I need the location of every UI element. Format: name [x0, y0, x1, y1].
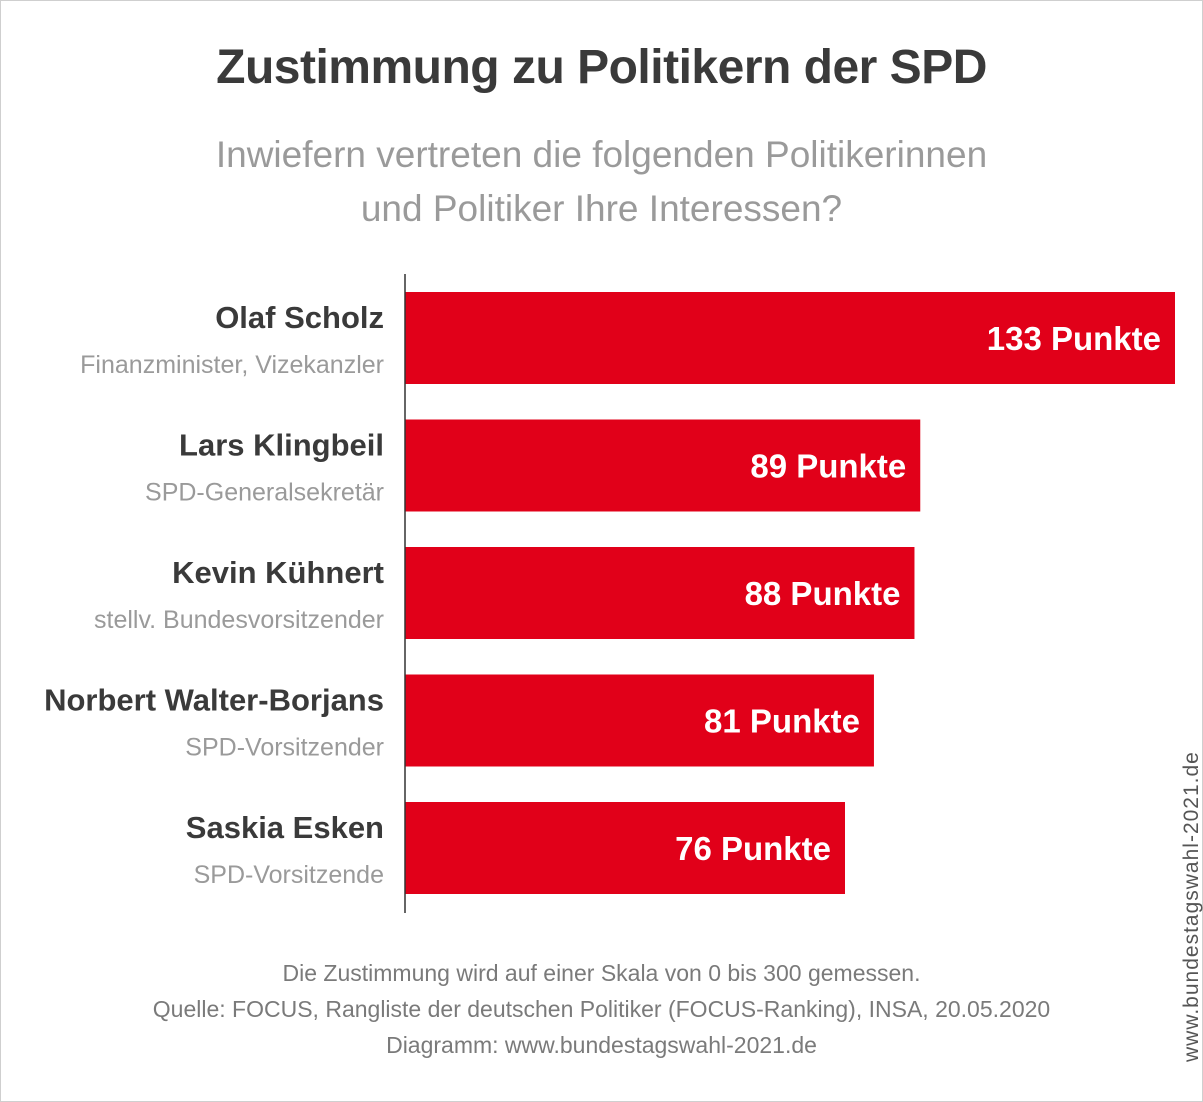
chart-title: Zustimmung zu Politikern der SPD	[216, 41, 987, 94]
footer-scale-note: Die Zustimmung wird auf einer Skala von …	[282, 960, 921, 986]
chart-subtitle: Inwiefern vertreten die folgenden Politi…	[0, 128, 1203, 236]
bar	[405, 547, 915, 639]
category-role-label: Finanzminister, Vizekanzler	[80, 351, 384, 379]
category-label: Kevin Kühnert	[172, 555, 384, 590]
footer-source: Quelle: FOCUS, Rangliste der deutschen P…	[152, 996, 1051, 1022]
category-role-label: stellv. Bundesvorsitzender	[94, 606, 384, 634]
bar-chart: 133 Punkte Olaf Scholz Finanzminister, Viz…	[44, 274, 1175, 913]
subtitle-line-1: Inwiefern vertreten die folgenden Politi…	[215, 134, 988, 175]
category-label: Norbert Walter-Borjans	[44, 683, 384, 718]
category-role-label: SPD-Vorsitzende	[194, 861, 384, 889]
bar-value-label: 133 Punkte	[987, 320, 1161, 357]
category-role-label: SPD-Generalsekretär	[145, 479, 384, 507]
bar-value-label: 89 Punkte	[750, 448, 906, 485]
bar	[405, 419, 921, 512]
category-label: Saskia Esken	[186, 810, 384, 845]
bar	[405, 292, 1175, 384]
category-label: Lars Klingbeil	[179, 428, 384, 463]
bar-value-label: 76 Punkte	[675, 830, 831, 867]
category-label: Olaf Scholz	[215, 300, 384, 335]
category-role-label: SPD-Vorsitzender	[185, 734, 384, 762]
watermark-text: www.bundestagswahl-2021.de	[1180, 751, 1203, 1062]
bar	[405, 674, 874, 767]
chart-footer: Die Zustimmung wird auf einer Skala von …	[0, 955, 1203, 1063]
bar-value-label: 88 Punkte	[745, 575, 901, 612]
bar-value-label: 81 Punkte	[704, 703, 860, 740]
subtitle-line-2: und Politiker Ihre Interessen?	[360, 188, 843, 229]
bar	[405, 802, 845, 894]
footer-diagram-credit: Diagramm: www.bundestagswahl-2021.de	[386, 1032, 817, 1058]
